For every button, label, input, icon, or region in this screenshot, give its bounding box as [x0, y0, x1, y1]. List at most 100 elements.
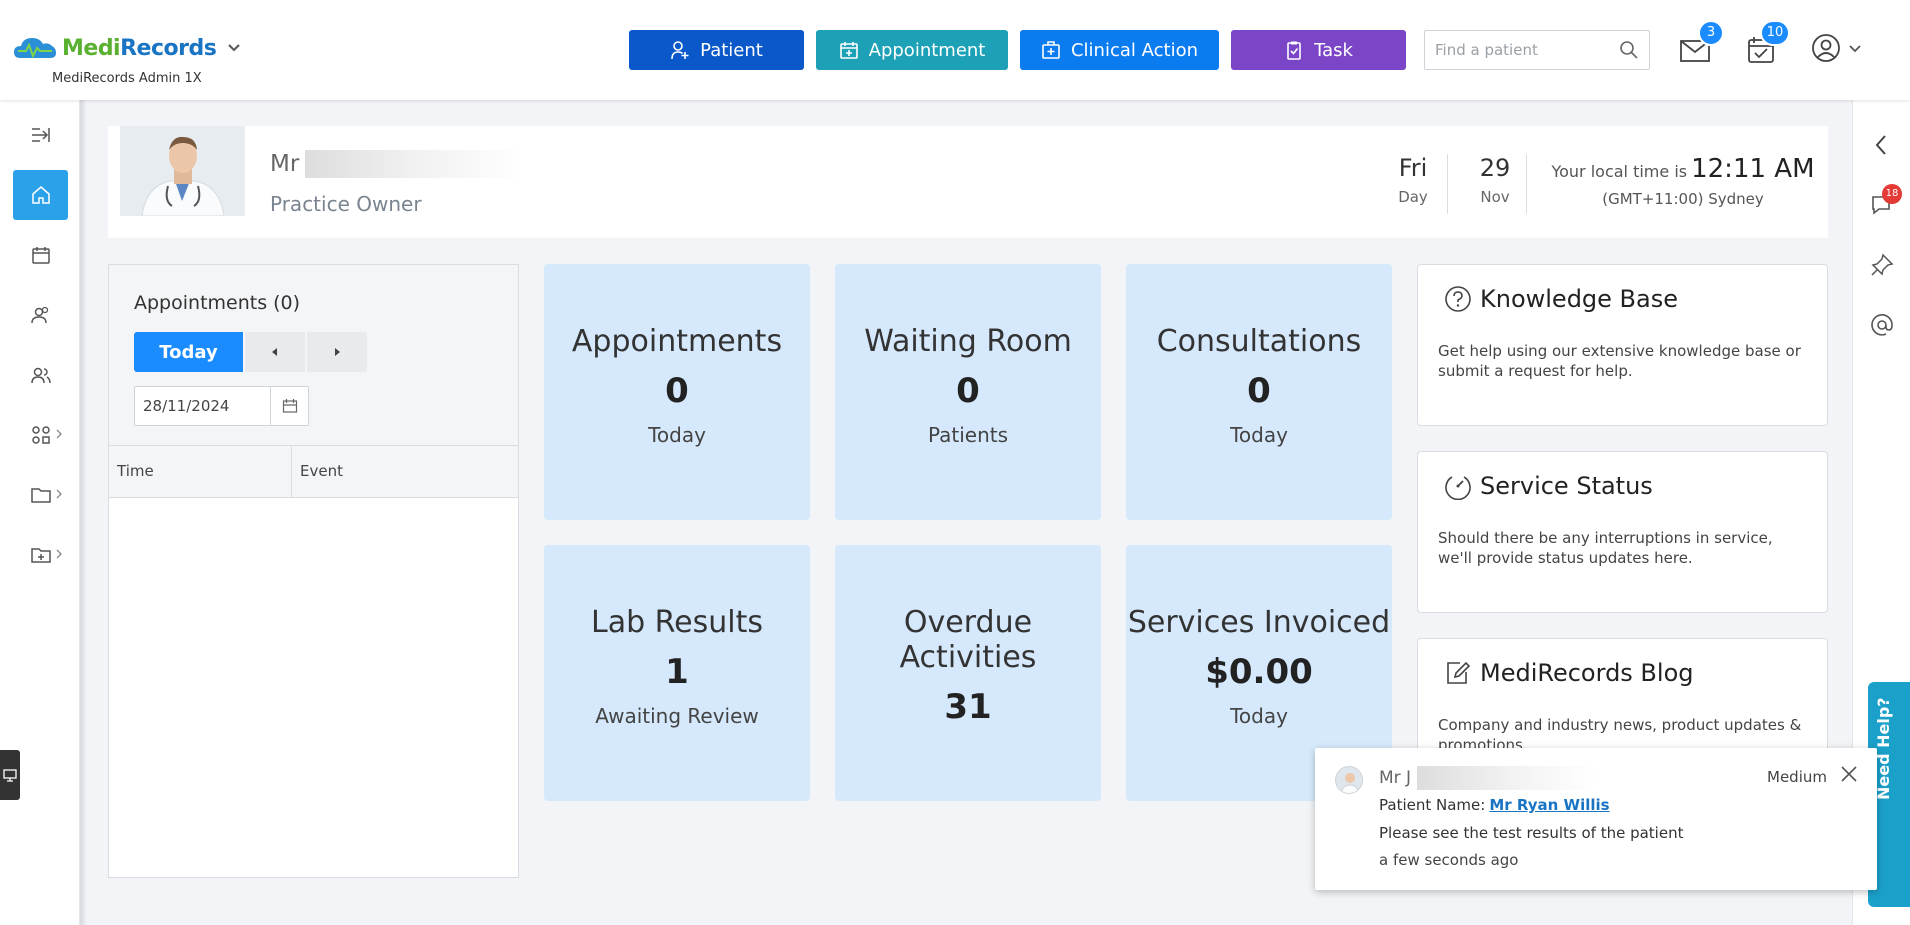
time-prefix: Your local time is: [1551, 162, 1688, 181]
at-sign-icon: [1871, 314, 1893, 336]
clinical-action-label: Clinical Action: [1070, 39, 1198, 61]
day-label: Day: [1398, 188, 1428, 206]
chevron-down-icon: [1849, 45, 1861, 53]
patient-search-input[interactable]: [1425, 31, 1605, 69]
chat-button[interactable]: 18: [1869, 184, 1902, 218]
tile-title: Appointments: [571, 324, 783, 359]
pin-icon: [1871, 253, 1894, 276]
appointments-panel: Appointments (0) Today Time Event: [108, 264, 519, 878]
timezone: (GMT+11:00) Sydney: [1602, 190, 1764, 208]
tile-lab-results[interactable]: Lab Results 1 Awaiting Review: [544, 545, 810, 801]
chevron-down-icon[interactable]: [226, 40, 242, 56]
card-description: Get help using our extensive knowledge b…: [1438, 342, 1801, 380]
sidebar-item-folders[interactable]: [13, 470, 68, 520]
chevron-right-icon: [56, 429, 62, 439]
medical-kit-icon: [1042, 41, 1060, 59]
sidebar-item-add-folder[interactable]: [13, 530, 68, 580]
sidebar-item-modules[interactable]: [13, 410, 68, 460]
calendar-icon: [31, 247, 50, 264]
patient-line: Patient Name: Mr Ryan Willis: [1379, 796, 1610, 814]
new-patient-button[interactable]: Patient: [629, 30, 804, 70]
user-salutation: Mr: [270, 151, 300, 177]
close-icon[interactable]: [1839, 764, 1859, 784]
user-name: Mr: [270, 150, 526, 178]
tile-title: Lab Results: [590, 605, 763, 640]
card-title: MediRecords Blog: [1480, 659, 1694, 687]
card-blog[interactable]: MediRecords Blog Company and industry ne…: [1417, 638, 1828, 763]
mentions-button[interactable]: [1869, 312, 1895, 338]
card-description: Should there be any interruptions in ser…: [1438, 529, 1773, 567]
speedometer-icon: [1445, 476, 1471, 500]
appointments-title: Appointments (0): [134, 292, 301, 314]
tile-value: 0: [665, 371, 689, 411]
home-icon: [31, 186, 50, 204]
sidebar-item-home[interactable]: [13, 170, 68, 220]
tile-overdue-activities[interactable]: Overdue Activities 31: [835, 545, 1101, 801]
tile-value: 31: [944, 687, 992, 727]
tile-appointments[interactable]: Appointments 0 Today: [544, 264, 810, 520]
tile-title: Services Invoiced: [1127, 605, 1391, 640]
local-time: 12:11 AM: [1691, 154, 1815, 184]
previous-day-button[interactable]: [245, 332, 305, 372]
user-menu[interactable]: [1810, 32, 1862, 64]
card-title: Service Status: [1480, 472, 1653, 500]
new-patient-label: Patient: [700, 39, 763, 61]
day-block: Fri Day: [1388, 154, 1438, 206]
new-appointment-button[interactable]: Appointment: [816, 30, 1008, 70]
monitor-icon: [3, 769, 17, 782]
tile-subtitle: Awaiting Review: [595, 704, 759, 728]
pin-button[interactable]: [1869, 252, 1895, 278]
card-knowledge-base[interactable]: Knowledge Base Get help using our extens…: [1417, 264, 1828, 426]
priority-label: Medium: [1767, 768, 1827, 786]
tile-title: Consultations: [1156, 324, 1362, 359]
patient-link[interactable]: Mr Ryan Willis: [1489, 796, 1610, 814]
cloud-logo-icon: [14, 38, 56, 59]
sidebar-shadow: [80, 100, 86, 925]
date-picker: [134, 386, 309, 426]
divider: [1526, 154, 1527, 214]
sidebar-item-expand[interactable]: [13, 110, 68, 160]
local-time-block: Your local time is 12:11 AM (GMT+11:00) S…: [1533, 154, 1833, 208]
chevron-right-icon: [56, 549, 62, 559]
calendar-tasks-button[interactable]: 10: [1744, 20, 1790, 66]
tile-subtitle: Today: [648, 423, 706, 447]
search-icon[interactable]: [1619, 40, 1639, 60]
date-input[interactable]: [135, 387, 265, 425]
left-sidebar: [0, 100, 80, 925]
new-appointment-label: Appointment: [868, 39, 986, 61]
chat-count-badge: 18: [1882, 184, 1902, 204]
collapse-rail-button[interactable]: [1869, 132, 1895, 158]
appointments-table-header: Time Event: [109, 446, 518, 498]
month-label: Nov: [1480, 188, 1510, 206]
clipboard-check-icon: [1287, 41, 1301, 60]
clinical-action-button[interactable]: Clinical Action: [1020, 30, 1219, 70]
messages-button[interactable]: 3: [1678, 20, 1724, 66]
sidebar-item-patients[interactable]: [13, 290, 68, 340]
tile-subtitle: Today: [1230, 704, 1288, 728]
chevron-left-icon: [1875, 135, 1886, 155]
sender-avatar: [1335, 766, 1363, 794]
date-picker-button[interactable]: [270, 387, 308, 425]
modules-icon: [31, 426, 50, 444]
today-button[interactable]: Today: [134, 332, 243, 372]
card-service-status[interactable]: Service Status Should there be any inter…: [1417, 451, 1828, 613]
day-number: 29: [1479, 154, 1511, 182]
sidebar-item-users[interactable]: [13, 350, 68, 400]
tile-consultations[interactable]: Consultations 0 Today: [1126, 264, 1392, 520]
top-bar: MediRecords MediRecords Admin 1X Patient…: [0, 0, 1910, 100]
tile-waiting-room[interactable]: Waiting Room 0 Patients: [835, 264, 1101, 520]
next-day-button[interactable]: [307, 332, 367, 372]
calendar-count-badge: 10: [1760, 20, 1790, 46]
brand-name: MediRecords: [62, 35, 217, 61]
caret-right-icon: [335, 348, 340, 356]
side-device-tab[interactable]: [0, 750, 20, 800]
doctor-portrait-icon: [120, 126, 245, 216]
sidebar-item-calendar[interactable]: [13, 230, 68, 280]
tile-value: 0: [1247, 371, 1271, 411]
expand-menu-icon: [31, 128, 50, 142]
new-task-button[interactable]: Task: [1231, 30, 1406, 70]
users-icon: [30, 367, 51, 384]
user-role: Practice Owner: [270, 192, 422, 216]
add-user-icon: [671, 41, 689, 60]
app-logo[interactable]: MediRecords: [12, 34, 242, 62]
